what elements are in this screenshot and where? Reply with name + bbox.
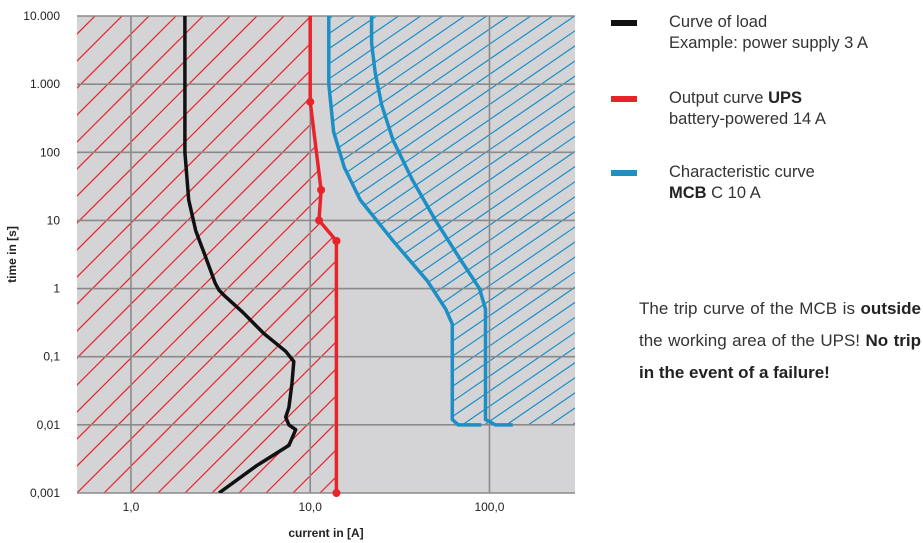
legend-mcb-line2-bold: MCB xyxy=(669,184,707,202)
y-tick-label-7: 10.000 xyxy=(23,9,60,23)
y-axis-label: time in [s] xyxy=(5,226,19,283)
annotation-note: The trip curve of the MCB is outside the… xyxy=(639,293,921,389)
legend-load-line2: Example: power supply 3 A xyxy=(669,34,869,52)
x-tick-label-1: 10,0 xyxy=(299,500,323,514)
ups-point-0 xyxy=(306,97,315,106)
y-tick-label-5: 100 xyxy=(40,145,60,159)
note-part4: No trip in the event of a failure! xyxy=(639,331,921,382)
mcb-curve-left xyxy=(327,16,482,427)
note-part3: the working area of the UPS! xyxy=(639,331,866,350)
trip-curve-chart: 0,001 0,01 0,1 1 10 100 1.000 10.000 1,0 10,0 100,… xyxy=(5,9,575,540)
ups-curve xyxy=(308,16,339,493)
y-tick-label-6: 1.000 xyxy=(30,77,60,91)
x-axis-label: current in [A] xyxy=(288,526,363,540)
grid xyxy=(77,15,575,494)
y-tick-label-0: 0,001 xyxy=(30,486,60,500)
legend-load-line1: Curve of load xyxy=(669,13,768,31)
ups-point-1 xyxy=(317,185,326,194)
load-curve xyxy=(183,16,298,493)
legend-ups-line2: battery-powered 14 A xyxy=(669,110,826,128)
y-tick-label-4: 10 xyxy=(47,213,61,227)
ups-point-5 xyxy=(332,489,341,497)
note-part1: The trip curve of the MCB is xyxy=(639,299,861,318)
y-tick-label-1: 0,01 xyxy=(37,418,61,432)
x-tick-label-0: 1,0 xyxy=(123,500,140,514)
y-tick-label-2: 0,1 xyxy=(43,350,60,364)
y-tick-label-3: 1 xyxy=(53,282,60,296)
x-tick-label-2: 100,0 xyxy=(474,500,504,514)
note-part2: outside xyxy=(860,299,921,318)
plot-area xyxy=(77,16,575,493)
legend-swatch-ups xyxy=(611,96,637,102)
mcb-curve-right xyxy=(369,16,513,427)
legend-mcb-line2-post: C 10 A xyxy=(706,184,761,202)
ups-point-4 xyxy=(332,236,341,245)
legend-swatch-load xyxy=(611,20,637,26)
ups-point-2 xyxy=(315,216,324,225)
legend-ups-line1-bold: UPS xyxy=(768,89,802,107)
legend-ups-line1-pre: Output curve xyxy=(669,89,769,107)
legend-mcb-line1: Characteristic curve xyxy=(669,163,815,181)
legend-swatch-mcb xyxy=(611,170,637,176)
